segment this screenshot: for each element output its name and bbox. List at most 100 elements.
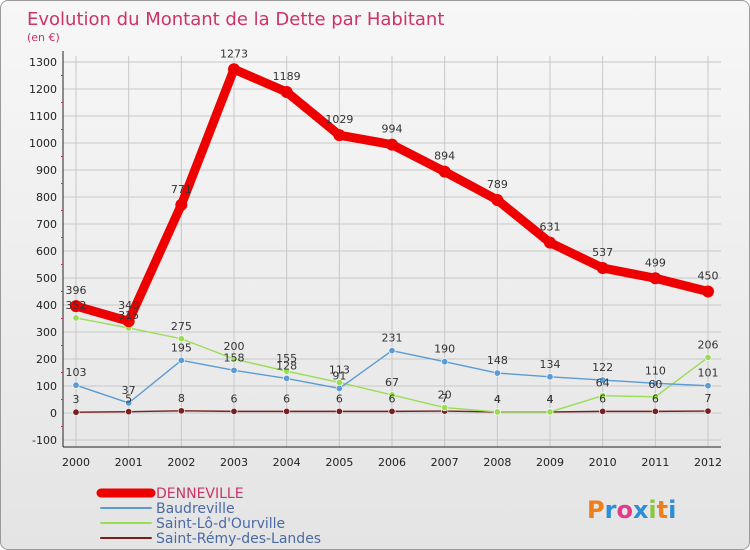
y-tick-label: 900 [36, 164, 57, 177]
series-point-1 [704, 382, 712, 390]
data-label: 101 [698, 367, 719, 380]
data-label: 894 [434, 150, 455, 163]
series-point-0 [122, 315, 135, 328]
y-tick-label: 1000 [29, 137, 57, 150]
data-label: 499 [645, 256, 666, 269]
y-tick-label: 0 [50, 407, 57, 420]
data-label: 67 [385, 376, 399, 389]
x-tick-label: 2008 [483, 456, 511, 469]
series-point-0 [544, 236, 556, 249]
series-point-1 [283, 374, 291, 382]
axes: -100 0 100 200 300 400 500 600 700 800 900 1000 1100… [29, 51, 722, 469]
x-tick-label: 2002 [167, 456, 195, 469]
data-label: 134 [540, 358, 561, 371]
legend: DENNEVILLEBaudrevilleSaint-Lô-d'Ourville… [96, 486, 321, 547]
data-label: 3 [73, 393, 80, 406]
series-point-2 [177, 335, 185, 343]
data-label: 450 [698, 270, 719, 283]
data-label: 60 [648, 378, 662, 391]
logo-letter: i [668, 496, 676, 524]
logo-text: Proxiti [587, 496, 676, 524]
data-label: 4 [494, 393, 501, 406]
chart-title: Evolution du Montant de la Dette par Hab… [27, 9, 444, 30]
data-label: 275 [171, 320, 192, 333]
series-point-3 [704, 407, 712, 415]
data-label: 200 [224, 340, 245, 353]
y-tick-label: 300 [36, 326, 57, 339]
logo-letter: P [587, 496, 605, 524]
proxiti-logo: Proxiti [587, 496, 676, 524]
y-tick-label: 600 [36, 245, 57, 258]
data-label: 110 [645, 364, 666, 377]
data-label: 8 [178, 392, 185, 405]
data-label: 122 [592, 361, 613, 374]
x-tick-label: 2007 [431, 456, 459, 469]
series [70, 63, 714, 416]
data-label: 37 [122, 384, 136, 397]
y-tick-label: 800 [36, 191, 57, 204]
series-point-1 [72, 381, 80, 389]
data-label: 6 [389, 392, 396, 405]
series-point-2 [388, 391, 396, 399]
series-point-2 [230, 355, 238, 363]
series-point-3 [177, 407, 185, 415]
y-tick-label: -100 [32, 434, 57, 447]
series-point-2 [441, 404, 449, 412]
y-tick-label: 200 [36, 353, 57, 366]
x-tick-label: 2011 [641, 456, 669, 469]
series-point-0 [491, 193, 504, 206]
series-point-2 [651, 393, 659, 401]
data-label: 396 [66, 284, 87, 297]
logo-letter: o [616, 496, 633, 524]
series-point-1 [230, 366, 238, 374]
data-label: 128 [276, 359, 297, 372]
data-label: 195 [171, 341, 192, 354]
x-tick-label: 2003 [220, 456, 248, 469]
data-label: 148 [487, 354, 508, 367]
series-point-3 [335, 407, 343, 415]
series-point-1 [651, 379, 659, 387]
data-label: 789 [487, 178, 508, 191]
series-point-1 [493, 369, 501, 377]
data-label: 7 [441, 392, 448, 405]
series-point-0 [438, 165, 451, 178]
data-label: 4 [494, 393, 501, 406]
x-tick-label: 2012 [694, 456, 722, 469]
y-tick-label: 1100 [29, 110, 57, 123]
series-point-0 [386, 138, 398, 151]
legend-label: Saint-Rémy-des-Landes [156, 531, 321, 547]
legend-label: Baudreville [156, 501, 235, 517]
series-point-3 [230, 407, 238, 415]
series-point-0 [333, 129, 346, 142]
series-point-0 [70, 300, 82, 313]
series-point-2 [546, 408, 554, 416]
series-point-2 [283, 367, 291, 375]
logo-letter: i [648, 496, 656, 524]
series-point-1 [335, 384, 343, 392]
series-point-1 [177, 356, 185, 364]
series-point-0 [596, 262, 609, 275]
series-point-1 [546, 373, 554, 381]
series-point-0 [228, 63, 240, 76]
series-point-1 [125, 399, 133, 407]
series-point-2 [599, 392, 607, 400]
data-label: 352 [66, 299, 87, 312]
logo-letter: x [633, 496, 649, 524]
series-point-0 [280, 85, 293, 98]
series-point-3 [388, 407, 396, 415]
series-point-1 [599, 376, 607, 384]
data-label: 315 [118, 309, 139, 322]
series-point-2 [72, 314, 80, 322]
data-label: 190 [434, 343, 455, 356]
series-point-1 [441, 358, 449, 366]
y-tick-label: 1200 [29, 83, 57, 96]
data-label: 231 [382, 332, 403, 345]
data-label: 631 [540, 221, 561, 234]
data-label: 771 [171, 183, 192, 196]
x-tick-label: 2005 [325, 456, 353, 469]
series-point-2 [704, 353, 712, 361]
x-tick-label: 2006 [378, 456, 406, 469]
chart-subtitle: (en €) [27, 31, 60, 44]
